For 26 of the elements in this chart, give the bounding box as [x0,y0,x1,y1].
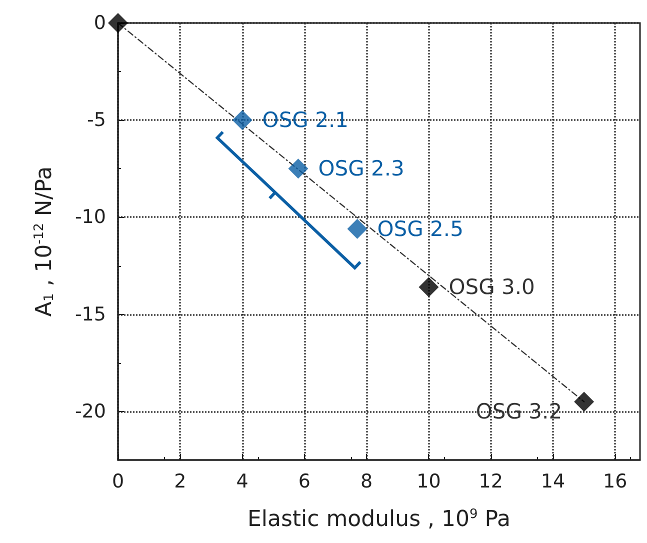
annotation: OSG 2.3 [318,156,404,181]
annotation: OSG 3.0 [448,275,535,300]
x-tick-label: 16 [603,470,628,492]
y-tick-label: -15 [74,303,106,326]
y-tick-label: 0 [94,12,106,34]
y-axis-title: A1 , 10-12 N/Pa [32,166,57,317]
point [347,218,368,239]
point [232,110,252,130]
point [418,277,439,298]
annotation: OSG 2.5 [377,216,464,241]
y-tick-label: -20 [74,400,106,422]
annotation: OSG 2.1 [262,108,349,132]
annotation: OSG 3.2 [476,400,562,424]
point [108,13,128,33]
x-tick-label: 6 [298,470,310,492]
point [574,392,594,412]
y-tick-label: -5 [87,109,106,132]
y-tick-label: -10 [74,206,106,228]
x-tick-label: 0 [112,470,124,492]
x-tick-label: 10 [416,470,441,492]
x-tick-label: 12 [478,470,503,492]
x-tick-label: 2 [174,470,186,492]
point [288,158,308,179]
x-tick-label: 4 [236,470,248,492]
x-tick-label: 14 [540,470,566,492]
x-tick-label: 8 [360,470,373,492]
